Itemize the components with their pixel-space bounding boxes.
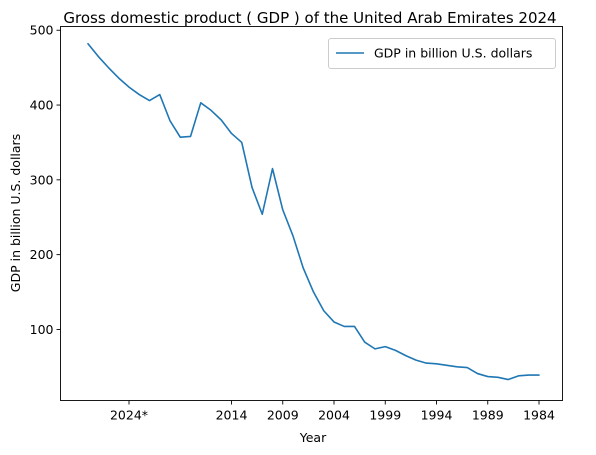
y-tick-label: 400	[30, 98, 54, 113]
legend-label-gdp: GDP in billion U.S. dollars	[374, 46, 532, 61]
plot-frame	[60, 26, 563, 401]
x-tick-label: 2004	[318, 408, 350, 423]
x-tick-label: 2024*	[110, 408, 148, 423]
series-line-0	[87, 42, 540, 381]
x-tick-label: 2014	[216, 408, 248, 423]
x-tick-label: 1984	[523, 408, 555, 423]
legend: GDP in billion U.S. dollars	[328, 38, 556, 69]
x-axis: 2024* 2014 2009 2004 1999 1994 1989 1984	[110, 400, 555, 423]
plot-area: 100 200 300 400 500 2024* 2014 2009 2004 1999 199…	[30, 23, 563, 423]
y-tick-label: 300	[30, 172, 54, 187]
x-axis-title: Year	[299, 430, 327, 445]
y-tick-label: 500	[30, 23, 54, 38]
y-axis-title: GDP in billion U.S. dollars	[8, 134, 23, 292]
legend-box	[328, 38, 556, 69]
x-tick-label: 1999	[369, 408, 401, 423]
chart-title: Gross domestic product ( GDP ) of the Un…	[63, 9, 556, 27]
series-group	[87, 42, 540, 381]
x-tick-label: 1994	[421, 408, 453, 423]
y-tick-label: 100	[30, 322, 54, 337]
y-tick-label: 200	[30, 247, 54, 262]
y-axis: 100 200 300 400 500	[30, 23, 61, 337]
x-tick-label: 2009	[267, 408, 299, 423]
x-tick-label: 1989	[472, 408, 504, 423]
